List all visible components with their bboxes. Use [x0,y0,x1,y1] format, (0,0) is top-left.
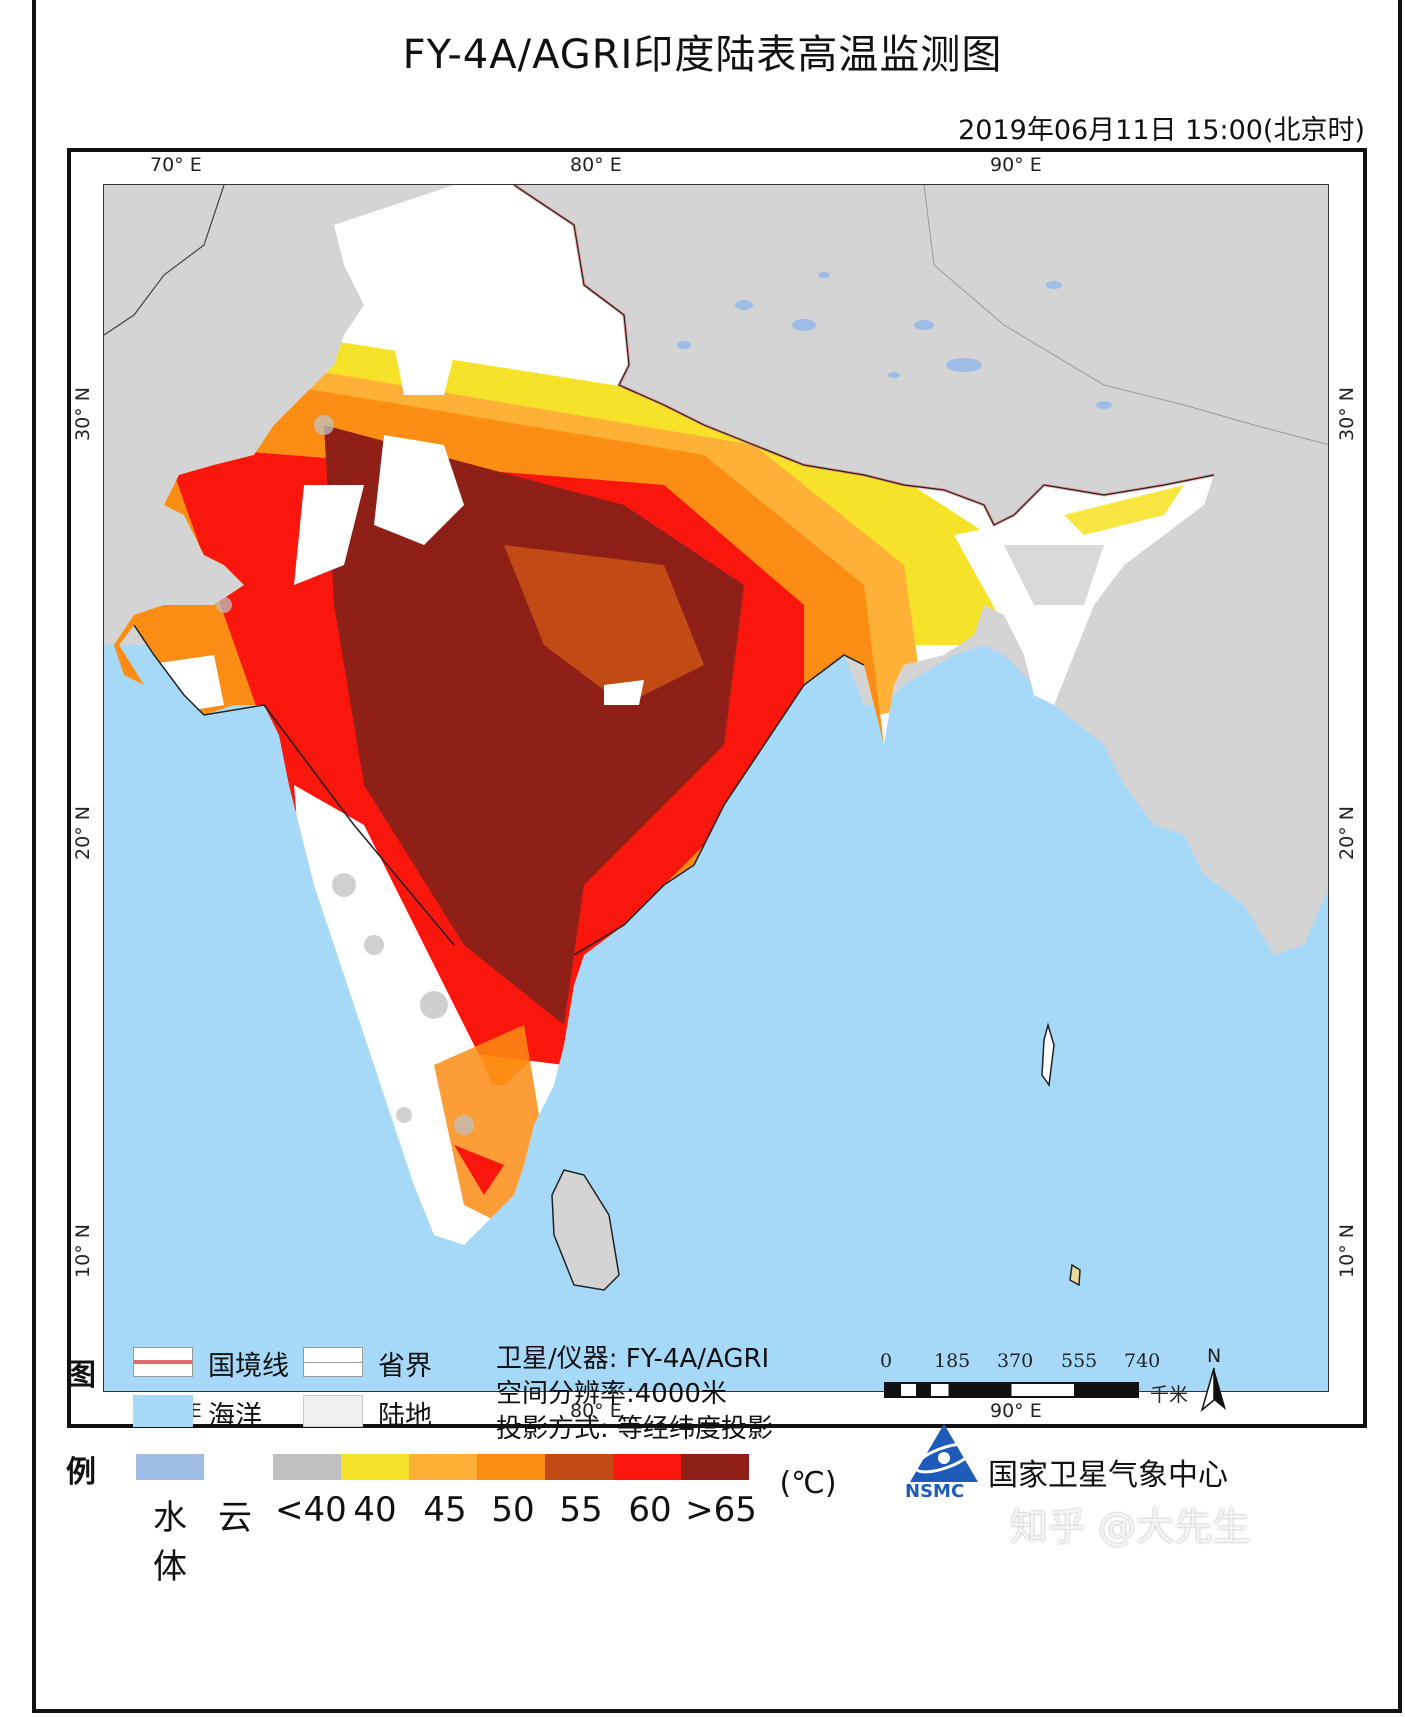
ramp-60 [613,1454,681,1480]
ramp-label-40: 40 [353,1490,397,1530]
scale-tick-370: 370 [997,1350,1034,1372]
north-label: N [1207,1345,1222,1367]
lat-label-20n-left: 20° N [71,806,94,860]
lon-label-90e-top: 90° E [990,154,1042,176]
ramp-45 [409,1454,477,1480]
pakistan-border [104,185,225,336]
outer-frame [32,0,1402,1713]
resolution-info: 空间分辨率:4000米 [496,1379,727,1409]
lon-label-80e-bottom: 80° E [570,1400,622,1422]
lat-label-30n-left: 30° N [71,387,94,441]
nicobar-island [1069,1263,1081,1287]
lat-label-20n-right: 20° N [1335,806,1358,860]
organization-name: 国家卫星气象中心 [988,1458,1228,1493]
legend-title-bottom: 例 [66,1455,96,1490]
lat-label-30n-right: 30° N [1335,387,1358,441]
nsmc-logo-icon [910,1424,978,1482]
national-border-label: 国境线 [208,1351,289,1382]
ramp-label-gt65: >65 [685,1490,757,1530]
national-border-line [513,185,1215,526]
north-arrow-icon [1200,1367,1226,1413]
ramp-40 [341,1454,409,1480]
satellite-info: 卫星/仪器: FY-4A/AGRI [496,1344,770,1374]
map-canvas [103,184,1329,1392]
ramp-unit: (℃) [779,1466,837,1501]
lat-label-10n-right: 10° N [1335,1224,1358,1278]
scale-tick-185: 185 [934,1350,971,1372]
land-label: 陆地 [378,1401,432,1432]
lat-label-10n-left: 10° N [71,1224,94,1278]
scale-unit: 千米 [1150,1384,1189,1406]
ramp-label-50: 50 [491,1490,535,1530]
sri-lanka [551,1169,620,1291]
ramp-label-55: 55 [559,1490,603,1530]
coastline [133,624,865,956]
ramp-water [136,1454,204,1480]
scale-tick-740: 740 [1124,1350,1161,1372]
ramp-55 [545,1454,613,1480]
scale-bar [884,1382,1139,1398]
ramp-label-lt40: <40 [275,1490,347,1530]
andaman-islands [1041,1022,1055,1088]
national-border-swatch [133,1347,193,1377]
legend-title-top: 图 [66,1358,96,1393]
watermark: 知乎 @大先生 [1010,1505,1251,1549]
ocean-swatch [133,1395,193,1427]
scale-tick-0: 0 [880,1350,893,1372]
ramp-label-cloud: 云 [218,1498,252,1538]
ramp-label-60: 60 [628,1490,672,1530]
land-swatch [303,1395,363,1427]
ramp-gt65 [681,1454,749,1480]
projection-info: 投影方式: 等经纬度投影 [496,1414,774,1444]
water-bodies [677,272,1112,409]
map-title: FY-4A/AGRI印度陆表高温监测图 [402,32,1003,78]
lon-label-90e-bottom: 90° E [990,1400,1042,1422]
observation-datetime: 2019年06月11日 15:00(北京时) [958,115,1365,146]
tibet-province-line [923,185,1328,445]
lon-label-70e-top: 70° E [150,154,202,176]
ocean-label: 海洋 [208,1401,262,1432]
map-svg [104,185,1328,1391]
ramp-label-water: 水体 [153,1498,187,1587]
nsmc-logo-text: NSMC [905,1481,965,1502]
province-border-swatch [303,1347,363,1377]
province-border-label: 省界 [378,1351,432,1382]
ramp-lt40 [273,1454,341,1480]
ramp-50 [477,1454,545,1480]
ramp-label-45: 45 [423,1490,467,1530]
lon-label-80e-top: 80° E [570,154,622,176]
scale-tick-555: 555 [1061,1350,1098,1372]
